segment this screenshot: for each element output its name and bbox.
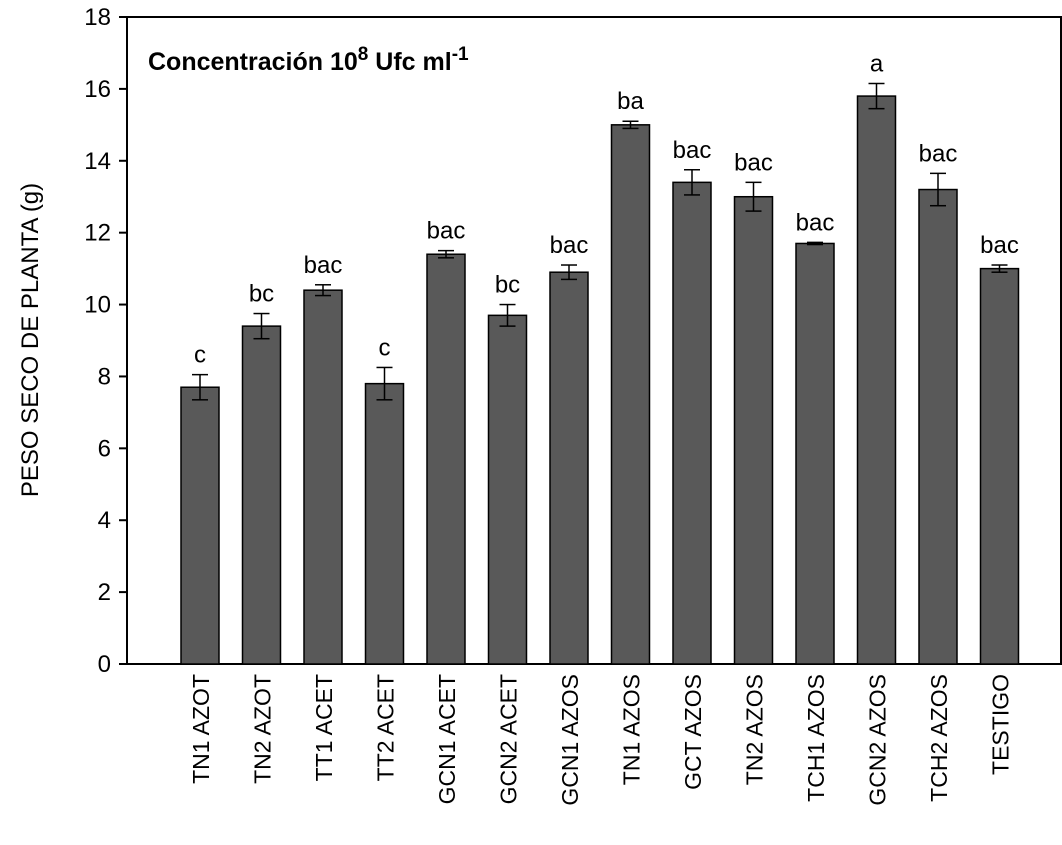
- y-tick-label: 12: [84, 220, 111, 247]
- x-tick-label: TN2 AZOT: [250, 674, 276, 784]
- bar: [549, 271, 589, 665]
- significance-letter: bac: [980, 232, 1019, 259]
- y-tick-label: 2: [98, 579, 111, 606]
- significance-letter: bac: [304, 252, 343, 279]
- chart-title: Concentración 108 Ufc ml-1: [148, 44, 469, 76]
- x-tick-label: TN1 AZOS: [619, 674, 645, 785]
- x-tick-label: GCN2 ACET: [496, 674, 522, 804]
- x-tick-label: GCT AZOS: [680, 674, 706, 790]
- bar: [733, 195, 774, 665]
- x-tick-label: TN2 AZOS: [742, 674, 768, 785]
- y-tick-label: 8: [98, 363, 111, 390]
- x-tick-label: TESTIGO: [988, 674, 1014, 775]
- bar: [303, 289, 343, 665]
- bar: [918, 188, 958, 665]
- title-sup: 8: [358, 44, 369, 65]
- significance-letter: bac: [796, 209, 835, 236]
- bar: [364, 382, 405, 665]
- bar: [487, 314, 528, 665]
- title-sup: -1: [452, 44, 469, 65]
- significance-letter: bac: [734, 149, 773, 176]
- plot-frame: [126, 16, 1062, 665]
- significance-letter: c: [194, 342, 206, 369]
- y-tick-label: 18: [84, 4, 111, 31]
- significance-letter: bc: [249, 281, 274, 308]
- x-tick-label: TN1 AZOT: [188, 674, 214, 784]
- bar: [795, 242, 835, 665]
- x-tick-label: TT1 ACET: [311, 674, 337, 781]
- x-tick-label: TT2 ACET: [373, 674, 399, 781]
- bar: [856, 95, 897, 665]
- y-tick-label: 10: [84, 292, 111, 319]
- y-tick-label: 0: [98, 651, 111, 678]
- x-tick-label: GCN2 AZOS: [865, 674, 891, 806]
- bar: [979, 267, 1020, 665]
- bar: [180, 386, 220, 665]
- title-text: Concentración 10: [148, 48, 358, 76]
- x-tick-label: GCN1 ACET: [434, 674, 460, 804]
- y-axis-label: PESO SECO DE PLANTA (g): [17, 183, 44, 497]
- title-text: Ufc ml: [368, 48, 451, 76]
- significance-letter: bc: [495, 272, 520, 299]
- significance-letter: ba: [617, 88, 644, 115]
- bar: [610, 124, 651, 665]
- x-tick-label: GCN1 AZOS: [557, 674, 583, 806]
- x-tick-label: TCH1 AZOS: [803, 674, 829, 802]
- significance-letter: bac: [550, 232, 589, 259]
- significance-letter: c: [379, 334, 391, 361]
- bar: [672, 181, 712, 665]
- y-tick-label: 4: [98, 507, 111, 534]
- x-tick-label: TCH2 AZOS: [926, 674, 952, 802]
- significance-letter: bac: [919, 140, 958, 167]
- y-tick-label: 16: [84, 76, 111, 103]
- significance-letter: a: [870, 50, 884, 77]
- significance-letter: bac: [427, 218, 466, 245]
- y-tick-label: 14: [84, 148, 111, 175]
- y-tick-label: 6: [98, 435, 111, 462]
- significance-letter: bac: [673, 137, 712, 164]
- bar: [241, 325, 282, 665]
- bar: [426, 253, 466, 665]
